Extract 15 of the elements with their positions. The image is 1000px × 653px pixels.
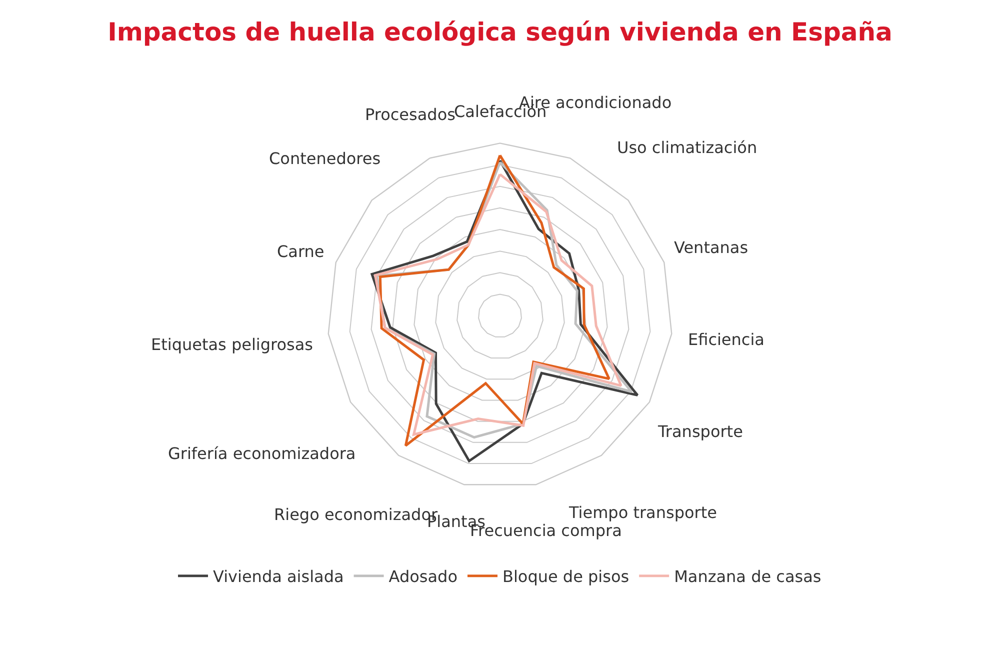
- spoke-label: Carne: [277, 242, 324, 261]
- spoke-label: Etiquetas peligrosas: [151, 335, 314, 354]
- spoke-label: Grifería economizadora: [168, 444, 356, 463]
- legend-label: Bloque de pisos: [502, 567, 630, 586]
- legend-label: Vivienda aislada: [213, 567, 344, 586]
- chart-title: Impactos de huella ecológica según vivienda en España: [108, 17, 892, 46]
- spoke-label: Contenedores: [269, 149, 381, 168]
- legend-label: Adosado: [388, 567, 458, 586]
- spoke-label: Eficiencia: [688, 330, 764, 349]
- spoke-label: Uso climatización: [617, 138, 758, 157]
- spoke-label: Ventanas: [674, 238, 748, 257]
- spoke-label: Tiempo transporte: [568, 503, 717, 522]
- legend-label: Manzana de casas: [674, 567, 822, 586]
- spoke-label: Transporte: [657, 422, 743, 441]
- spoke-label: Procesados: [365, 105, 456, 124]
